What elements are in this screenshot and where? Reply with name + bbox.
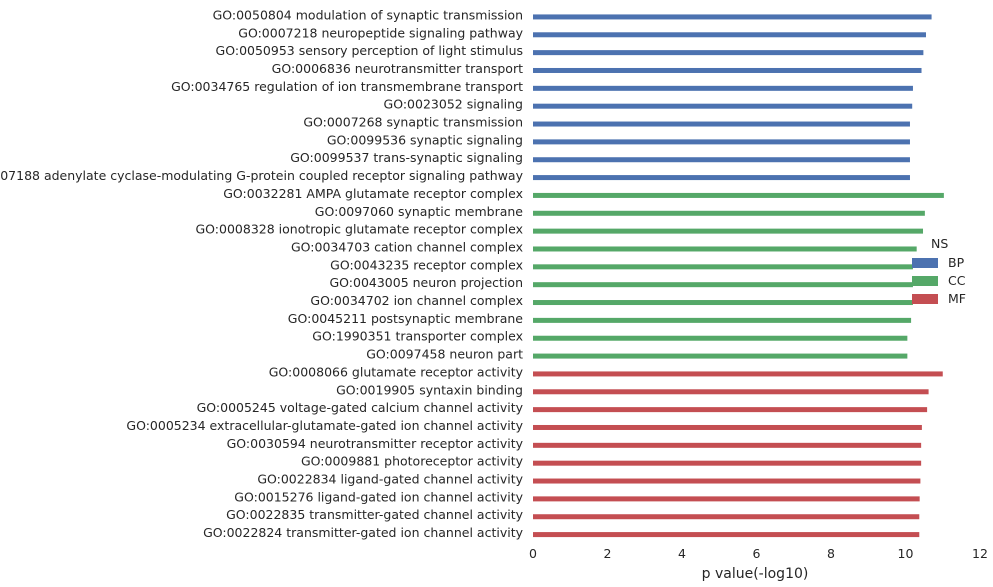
category-label-16: GO:0034702 ion channel complex xyxy=(310,293,523,308)
category-label-27: GO:0015276 ligand-gated ion channel acti… xyxy=(234,489,523,504)
category-label-4: GO:0034765 regulation of ion transmembra… xyxy=(171,79,523,94)
bar-4 xyxy=(533,85,913,91)
bar-10 xyxy=(533,192,944,198)
bar-20 xyxy=(533,371,943,377)
category-label-20: GO:0008066 glutamate receptor activity xyxy=(269,364,524,379)
category-label-18: GO:1990351 transporter complex xyxy=(312,329,523,344)
bar-0 xyxy=(533,14,932,20)
bar-7 xyxy=(533,139,910,145)
legend-label-bp: BP xyxy=(948,255,965,270)
x-tick-label-0: 0 xyxy=(529,546,537,561)
bar-21 xyxy=(533,389,929,395)
legend-label-cc: CC xyxy=(948,273,966,288)
bar-18 xyxy=(533,335,908,341)
category-label-14: GO:0043235 receptor complex xyxy=(330,257,523,272)
bar-22 xyxy=(533,407,928,413)
category-labels-group: GO:0050804 modulation of synaptic transm… xyxy=(0,7,524,540)
x-tick-label-6: 12 xyxy=(972,546,988,561)
category-label-12: GO:0008328 ionotropic glutamate receptor… xyxy=(196,222,524,237)
category-label-3: GO:0006836 neurotransmitter transport xyxy=(272,61,523,76)
category-label-26: GO:0022834 ligand-gated channel activity xyxy=(257,472,523,487)
x-axis-title: p value(-log10) xyxy=(702,566,809,582)
bar-9 xyxy=(533,175,910,181)
category-label-8: GO:0099537 trans-synaptic signaling xyxy=(290,150,523,165)
bar-23 xyxy=(533,424,922,430)
bar-16 xyxy=(533,300,913,306)
category-label-9: GO:0007188 adenylate cyclase-modulating … xyxy=(0,168,524,183)
bar-8 xyxy=(533,157,910,163)
bar-11 xyxy=(533,210,925,216)
category-label-2: GO:0050953 sensory perception of light s… xyxy=(216,43,523,58)
legend-label-mf: MF xyxy=(948,291,966,306)
bar-1 xyxy=(533,32,926,38)
category-label-5: GO:0023052 signaling xyxy=(384,97,523,112)
legend: NS BP CC MF xyxy=(912,236,966,306)
category-label-28: GO:0022835 transmitter-gated channel act… xyxy=(226,507,523,522)
bar-13 xyxy=(533,246,917,252)
bar-2 xyxy=(533,50,924,56)
category-label-19: GO:0097458 neuron part xyxy=(366,347,523,362)
bar-29 xyxy=(533,532,920,538)
bar-17 xyxy=(533,317,912,323)
legend-swatch-cc xyxy=(912,276,938,286)
x-tick-label-1: 2 xyxy=(604,546,612,561)
x-tick-label-5: 10 xyxy=(898,546,914,561)
x-tick-label-3: 6 xyxy=(753,546,761,561)
legend-swatch-bp xyxy=(912,258,938,268)
category-label-13: GO:0034703 cation channel complex xyxy=(291,239,523,254)
category-label-6: GO:0007268 synaptic transmission xyxy=(303,115,523,130)
category-label-15: GO:0043005 neuron projection xyxy=(329,275,523,290)
bar-19 xyxy=(533,353,908,359)
legend-swatch-mf xyxy=(912,294,938,304)
bar-6 xyxy=(533,121,910,127)
bar-14 xyxy=(533,264,913,270)
category-label-21: GO:0019905 syntaxin binding xyxy=(336,382,523,397)
category-label-7: GO:0099536 synaptic signaling xyxy=(327,132,523,147)
bar-12 xyxy=(533,228,924,234)
category-label-23: GO:0005234 extracellular-glutamate-gated… xyxy=(126,418,523,433)
x-tick-label-2: 4 xyxy=(678,546,686,561)
bar-24 xyxy=(533,442,922,448)
category-label-10: GO:0032281 AMPA glutamate receptor compl… xyxy=(223,186,523,201)
bar-28 xyxy=(533,514,920,520)
bars-group xyxy=(533,14,944,538)
category-label-25: GO:0009881 photoreceptor activity xyxy=(301,454,524,469)
bar-15 xyxy=(533,282,913,288)
bar-3 xyxy=(533,67,922,73)
legend-title: NS xyxy=(931,236,948,251)
category-label-24: GO:0030594 neurotransmitter receptor act… xyxy=(227,436,524,451)
category-label-11: GO:0097060 synaptic membrane xyxy=(315,204,524,219)
bar-25 xyxy=(533,460,922,466)
bar-5 xyxy=(533,103,913,109)
x-tick-label-4: 8 xyxy=(827,546,835,561)
bar-27 xyxy=(533,496,920,502)
category-label-22: GO:0005245 voltage-gated calcium channel… xyxy=(197,400,524,415)
x-tick-labels-group: 0 2 4 6 8 10 12 xyxy=(529,546,988,561)
legend-items: BP CC MF xyxy=(912,255,966,306)
category-label-17: GO:0045211 postsynaptic membrane xyxy=(288,311,524,326)
category-label-29: GO:0022824 transmitter-gated ion channel… xyxy=(203,525,524,540)
category-label-0: GO:0050804 modulation of synaptic transm… xyxy=(213,7,523,22)
category-label-1: GO:0007218 neuropeptide signaling pathwa… xyxy=(238,25,523,40)
bar-26 xyxy=(533,478,921,484)
